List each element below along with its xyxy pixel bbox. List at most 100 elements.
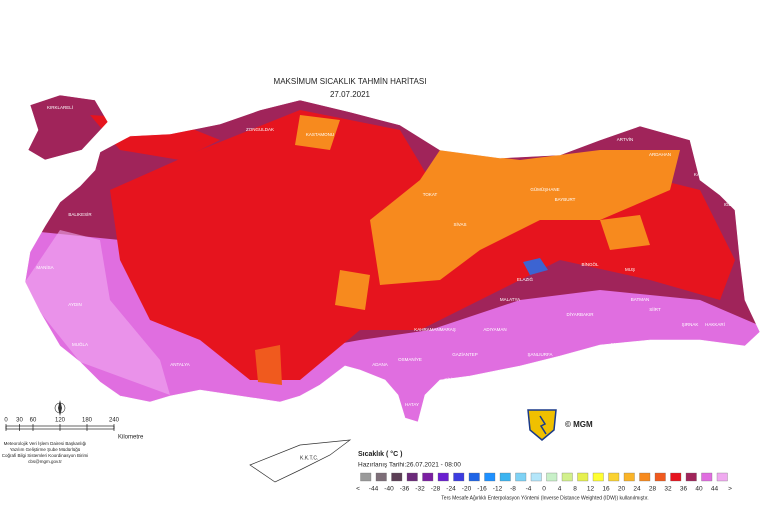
office-line: Meteorolojik Veri İşlem Dairesi Başkanlı… [4,440,87,446]
legend-swatch [639,472,651,482]
city-label: ELAZIĞ [517,276,534,282]
copyright: © MGM [565,420,593,429]
city-label: MANİSA [36,264,53,270]
legend-swatch [515,472,527,482]
legend-swatch [608,472,620,482]
city-label: ZONGULDAK [246,127,274,132]
city-label: ARDAHAN [649,152,671,157]
legend-prepared: Hazırlanış Tarihi:26.07.2021 - 08:00 [358,462,461,469]
legend-label: 40 [695,486,703,493]
city-label: ŞANLIURFA [527,352,552,357]
legend-label: 12 [587,486,595,493]
city-label: BALIKESİR [68,211,92,217]
city-label: ŞIRNAK [682,322,699,327]
legend-swatch [623,472,635,482]
legend-label: -12 [493,486,503,493]
scale-tick-label: 0 [4,418,8,424]
city-label: KİLİS [444,376,455,382]
legend-label: 0 [542,486,546,493]
office-line: cbs@mgm.gov.tr [28,459,62,464]
city-label: ARTVİN [617,136,633,142]
city-label: SİİRT [649,306,661,312]
legend-swatch [406,472,418,482]
legend-swatch [654,472,666,482]
legend-swatch [530,472,542,482]
legend-label: 8 [573,486,577,493]
city-label: HATAY [405,402,419,407]
legend-swatch [716,472,728,482]
legend-swatch [391,472,403,482]
temperature-field [25,95,760,422]
legend-label: 44 [711,486,719,493]
legend-label: -24 [446,486,456,493]
legend-label: 20 [618,486,626,493]
office-line: Yazılım Geliştirme Şube Müdürlüğü [10,447,81,452]
legend-label: -16 [477,486,487,493]
legend-swatch [577,472,589,482]
scale-tick-label: 120 [55,418,66,424]
legend-label: 24 [633,486,641,493]
city-label: MUĞLA [72,341,88,347]
legend-swatch [499,472,511,482]
legend-swatch [437,472,449,482]
legend-note: Ters Mesafe Ağırlıklı Enterpolasyon Yönt… [441,495,648,501]
map-title: MAKSİMUM SICAKLIK TAHMİN HARİTASI [274,77,427,86]
cyprus-label: K.K.T.C. [300,455,318,461]
city-label: KIRKLARELİ [47,104,73,110]
legend-label: -28 [431,486,441,493]
legend-swatch [360,472,372,482]
legend-label: < [356,486,360,493]
city-label: BİNGÖL [581,261,599,267]
city-label: SİVAS [454,221,467,227]
city-label: ADANA [372,362,388,367]
legend-swatch [546,472,558,482]
legend-label: > [728,486,732,493]
city-label: HAKKARİ [705,321,725,327]
city-label: IĞDIR [724,201,737,207]
map-date: 27.07.2021 [330,90,371,99]
legend-label: -40 [384,486,394,493]
city-label: AYDIN [68,302,81,307]
legend-swatch [375,472,387,482]
legend-swatch [484,472,496,482]
office-line: Coğrafi Bilgi Sistemleri Koordinasyon Bi… [2,453,89,458]
legend-label: 36 [680,486,688,493]
city-label: BAYBURT [555,197,576,202]
city-label: KASTAMONU [306,132,334,137]
legend-swatch [592,472,604,482]
legend-label: -44 [369,486,379,493]
legend-swatch [453,472,465,482]
city-label: MARDİN [611,341,629,347]
legend-label: 28 [649,486,657,493]
city-label: DİYARBAKIR [567,311,595,317]
legend-label: -8 [510,486,516,493]
city-label: KARS [694,172,706,177]
logo [527,409,557,441]
cyprus [249,439,352,483]
city-label: MUŞ [625,267,635,272]
scale-unit: Kilometre [118,435,144,441]
legend-swatch [422,472,434,482]
city-label: MALATYA [500,297,520,302]
city-label: KAHRAMANMARAŞ [414,327,456,332]
scale-tick-label: 60 [30,418,37,424]
legend-label: -4 [526,486,532,493]
scale-tick-label: 240 [109,418,120,424]
city-label: ADIYAMAN [483,327,506,332]
legend-label: 32 [664,486,672,493]
compass [54,400,66,416]
legend-label: 16 [602,486,610,493]
city-label: GAZİANTEP [452,351,478,357]
city-label: ÇANAKKALE [28,182,55,187]
legend-swatch [701,472,713,482]
legend-label: -32 [415,486,425,493]
legend-swatch [561,472,573,482]
legend-title: Sıcaklık ( °C ) [358,450,402,458]
legend-label: -20 [462,486,472,493]
scale-tick-label: 180 [82,418,93,424]
city-label: GÜMÜŞHANE [530,186,559,192]
legend-label: -36 [400,486,410,493]
legend-swatch [468,472,480,482]
